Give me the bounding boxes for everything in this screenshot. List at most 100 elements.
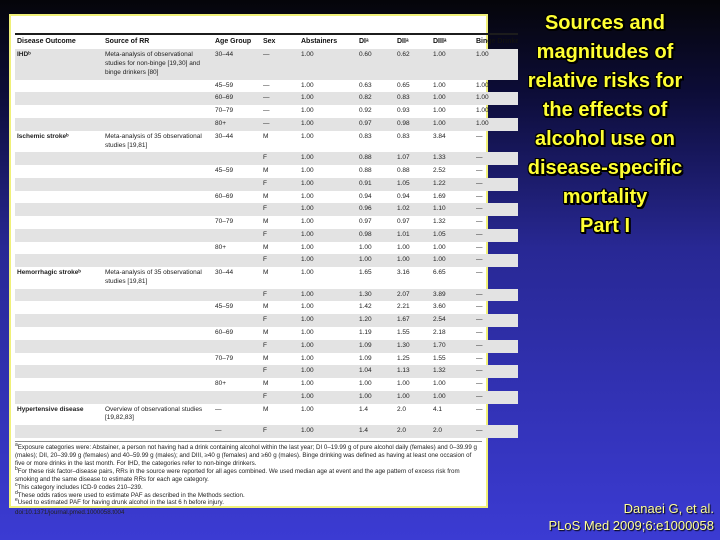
table-cell: 3.84 [433,132,446,140]
table-cell [213,339,261,353]
table-cell: 45–59 [215,167,234,175]
table-cell: 2.0 [397,405,407,413]
table-cell [103,152,213,166]
table-cell: M [263,303,269,311]
table-cell: 1.00 [433,107,446,115]
table-cell: 1.05 [395,177,431,191]
table-row: 80+ M 1.00 1.00 1.00 1.00 — [15,378,518,391]
footnote: aExposure categories were: Abstainer, a … [15,441,482,468]
table-cell: — [474,228,518,242]
column-header: DIᵃ [357,32,395,50]
citation-authors: Danaei G, et al. [623,501,714,516]
table-row: F 1.00 0.96 1.02 1.10— [15,203,518,217]
table-cell: 1.00 [301,269,314,277]
table-cell: 1.20 [357,314,395,327]
table-cell [15,425,103,438]
table-row: 70–79 M 1.00 0.97 0.97 1.32 — [15,216,518,229]
table-cell: 1.32 [431,365,474,379]
table-cell: 30–44 [215,132,234,140]
table-cell: 0.91 [357,177,395,191]
table-cell: M [263,132,269,140]
table-cell: 45–59 [215,81,234,89]
table-cell: 1.00 [301,243,314,251]
table-cell [15,228,103,242]
table-row: F 1.00 0.88 1.07 1.33— [15,152,518,166]
table-cell: 2.07 [395,288,431,302]
footnote-text: These odds ratios were used to estimate … [17,491,245,499]
table-cell: 0.97 [357,117,395,131]
table-cell [103,191,213,204]
table-cell: 1.00 [431,117,474,131]
table-cell: — [263,107,270,115]
table-cell: 1.00 [301,405,314,413]
table-cell: — [474,177,518,191]
table-cell: 1.00 [299,117,357,131]
table-cell: 6.65 [433,269,446,277]
table-cell [15,327,103,340]
footnote-text: For these risk factor–disease pairs, RRs… [15,467,460,483]
table-cell: 60–69 [215,329,234,336]
table-row: Hypertensive disease Overview of observat… [15,404,518,426]
table-cell: 1.55 [397,329,410,336]
table-cell [103,254,213,268]
table-cell [103,80,213,93]
table-cell: — [474,254,518,268]
table-cell: M [263,329,269,336]
table-cell [103,378,213,391]
table-cell: M [263,243,269,251]
table-cell [103,327,213,340]
column-header: Binge Drinkers [474,32,518,50]
table-cell: 1.02 [395,203,431,217]
table-cell: 1.00 [431,254,474,268]
table-cell: F [261,314,299,327]
relative-risk-table: Disease Outcome Source of RR Age Group Sex A… [15,32,518,438]
table-header-row: Disease Outcome Source of RR Age Group Sex A… [15,32,518,50]
table-cell: — [476,269,483,277]
table-cell [103,165,213,178]
table-row: F 1.00 1.00 1.00 1.00— [15,390,518,404]
table-cell: 0.62 [395,49,431,80]
table-cell [213,228,261,242]
table-cell: 1.07 [395,152,431,166]
table-cell: — [474,390,518,404]
table-cell: F [261,288,299,302]
table-cell: — [474,339,518,353]
footnote-marker: d [15,489,18,496]
table-cell: 1.00 [299,365,357,379]
footnote-text: Used to estimated PAF for having drunk a… [17,499,224,507]
table-cell: 0.65 [397,81,410,89]
slide-title: Sources and magnitudes of relative risks… [527,12,683,208]
table-cell [213,152,261,166]
footnote: eUsed to estimated PAF for having drunk … [15,498,482,507]
citation-block: Danaei G, et al. PLoS Med 2009;6:e100005… [548,500,714,534]
table-cell: 1.04 [357,365,395,379]
table-cell: 1.70 [431,339,474,353]
table-cell [15,203,103,217]
table-cell: 1.00 [397,243,410,251]
table-cell [103,242,213,255]
table-cell: F [261,254,299,268]
table-cell: 1.00 [359,380,372,388]
table-cell: — [476,329,483,336]
table-cell: 1.65 [359,269,372,277]
table-row: F 1.00 1.00 1.00 1.00— [15,254,518,268]
column-header: DIIᵃ [395,32,431,50]
footnote-marker: a [15,441,18,448]
table-cell: — [215,405,222,413]
table-cell: 0.88 [359,167,372,175]
table-cell [103,390,213,404]
table-cell: 2.54 [431,314,474,327]
table-cell: 1.19 [359,329,372,336]
table-cell: 80+ [213,117,261,131]
column-header: Sex [261,32,299,50]
table-cell: 2.18 [433,329,446,336]
table-cell: M [263,192,269,200]
table-cell: — [476,243,483,251]
table-cell: 1.00 [299,314,357,327]
table-row: F 1.00 0.91 1.05 1.22— [15,177,518,191]
table-row: Hemorrhagic strokeᵇ Meta-analysis of 35 o… [15,267,518,289]
table-cell: 0.97 [359,218,372,226]
table-row: F 1.00 1.20 1.67 2.54— [15,314,518,327]
table-cell: 0.94 [397,192,410,200]
table-cell: 1.00 [474,117,518,131]
